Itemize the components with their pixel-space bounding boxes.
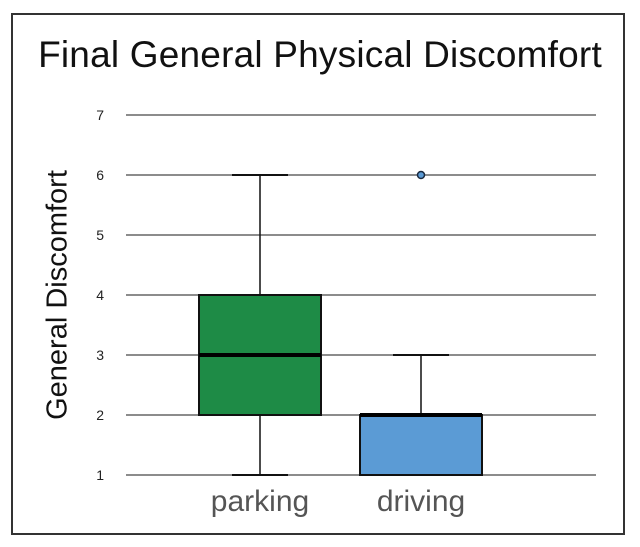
y-tick-label: 6: [96, 167, 104, 183]
box-parking: [198, 174, 322, 476]
box-driving: [359, 170, 483, 476]
y-tick-labels: 1 2 3 4 5 6 7: [96, 107, 104, 483]
outlier-point: [416, 170, 426, 180]
y-tick-label: 1: [96, 467, 104, 483]
y-tick-label: 5: [96, 227, 104, 243]
y-tick-label: 7: [96, 107, 104, 123]
chart-frame: [11, 13, 625, 535]
y-tick-label: 4: [96, 287, 104, 303]
y-tick-label: 3: [96, 347, 104, 363]
y-tick-label: 2: [96, 407, 104, 423]
boxes: [198, 170, 483, 476]
category-labels: parking driving: [211, 485, 465, 518]
category-label: parking: [211, 485, 309, 518]
box-body: [359, 414, 483, 476]
category-label: driving: [377, 485, 465, 518]
chart-title: Final General Physical Discomfort: [38, 34, 602, 75]
